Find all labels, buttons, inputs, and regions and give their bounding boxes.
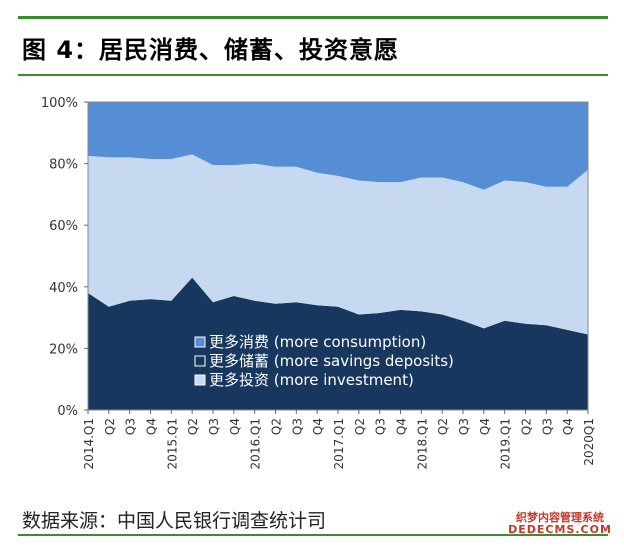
x-tick-label: Q3 [374,418,388,435]
x-tick-label: Q4 [228,418,242,435]
y-tick-label: 40% [49,281,78,296]
x-tick-label: Q3 [290,418,304,435]
title-rule [18,74,608,76]
series-consumption-area [88,102,588,190]
y-tick-label: 0% [57,404,78,419]
source-note: 数据来源：中国人民银行调查统计司 [22,510,327,532]
x-tick-label: 2020Q1 [582,418,596,466]
x-tick-label: Q2 [103,418,117,435]
legend-swatch [194,374,206,386]
x-tick-label: Q4 [395,418,409,435]
y-tick-label: 20% [49,342,78,357]
x-tick-label: 2017.Q1 [332,418,346,469]
legend-swatch [194,355,206,367]
x-tick-label: Q4 [311,418,325,435]
x-tick-label: Q2 [436,418,450,435]
legend-label: 更多消费 (more consumption) [209,333,426,351]
legend-swatch [194,336,206,348]
watermark: 织梦内容管理系统 DEDECMS.COM [500,511,620,537]
figure-title: 图 4：居民消费、储蓄、投资意愿 [22,36,400,64]
x-tick-label: Q3 [124,418,138,435]
x-tick-label: Q2 [270,418,284,435]
x-tick-label: Q4 [145,418,159,435]
top-rule [18,16,608,19]
y-tick-label: 80% [49,158,78,173]
watermark-line2: DEDECMS.COM [508,523,612,537]
x-tick-label: Q3 [540,418,554,435]
x-tick-label: 2016.Q1 [249,418,263,469]
x-tick-label: 2014.Q1 [82,418,96,469]
x-tick-label: Q2 [353,418,367,435]
stacked-area-chart: 0% 20% 40% 60% 80% 100% 2014.Q1 Q2 Q3 Q4 2015.Q1 Q2… [41,96,596,469]
x-tick-label: Q3 [207,418,221,435]
y-tick-label: 100% [41,96,78,111]
legend-label: 更多储蓄 (more savings deposits) [209,352,454,370]
legend-label: 更多投资 (more investment) [209,371,414,389]
x-tick-label: Q3 [457,418,471,435]
x-tick-label: Q2 [520,418,534,435]
x-tick-label: Q4 [478,418,492,435]
x-tick-label: 2019.Q1 [499,418,513,469]
y-tick-label: 60% [49,219,78,234]
series-investment-area [88,154,588,335]
x-tick-label: 2015.Q1 [165,418,179,469]
x-tick-label: Q4 [561,418,575,435]
x-tick-label: Q2 [186,418,200,435]
watermark-line1: 织梦内容管理系统 [516,511,604,524]
x-tick-label: 2018.Q1 [415,418,429,469]
bottom-rule [18,534,608,536]
series-savings-area [88,277,588,410]
